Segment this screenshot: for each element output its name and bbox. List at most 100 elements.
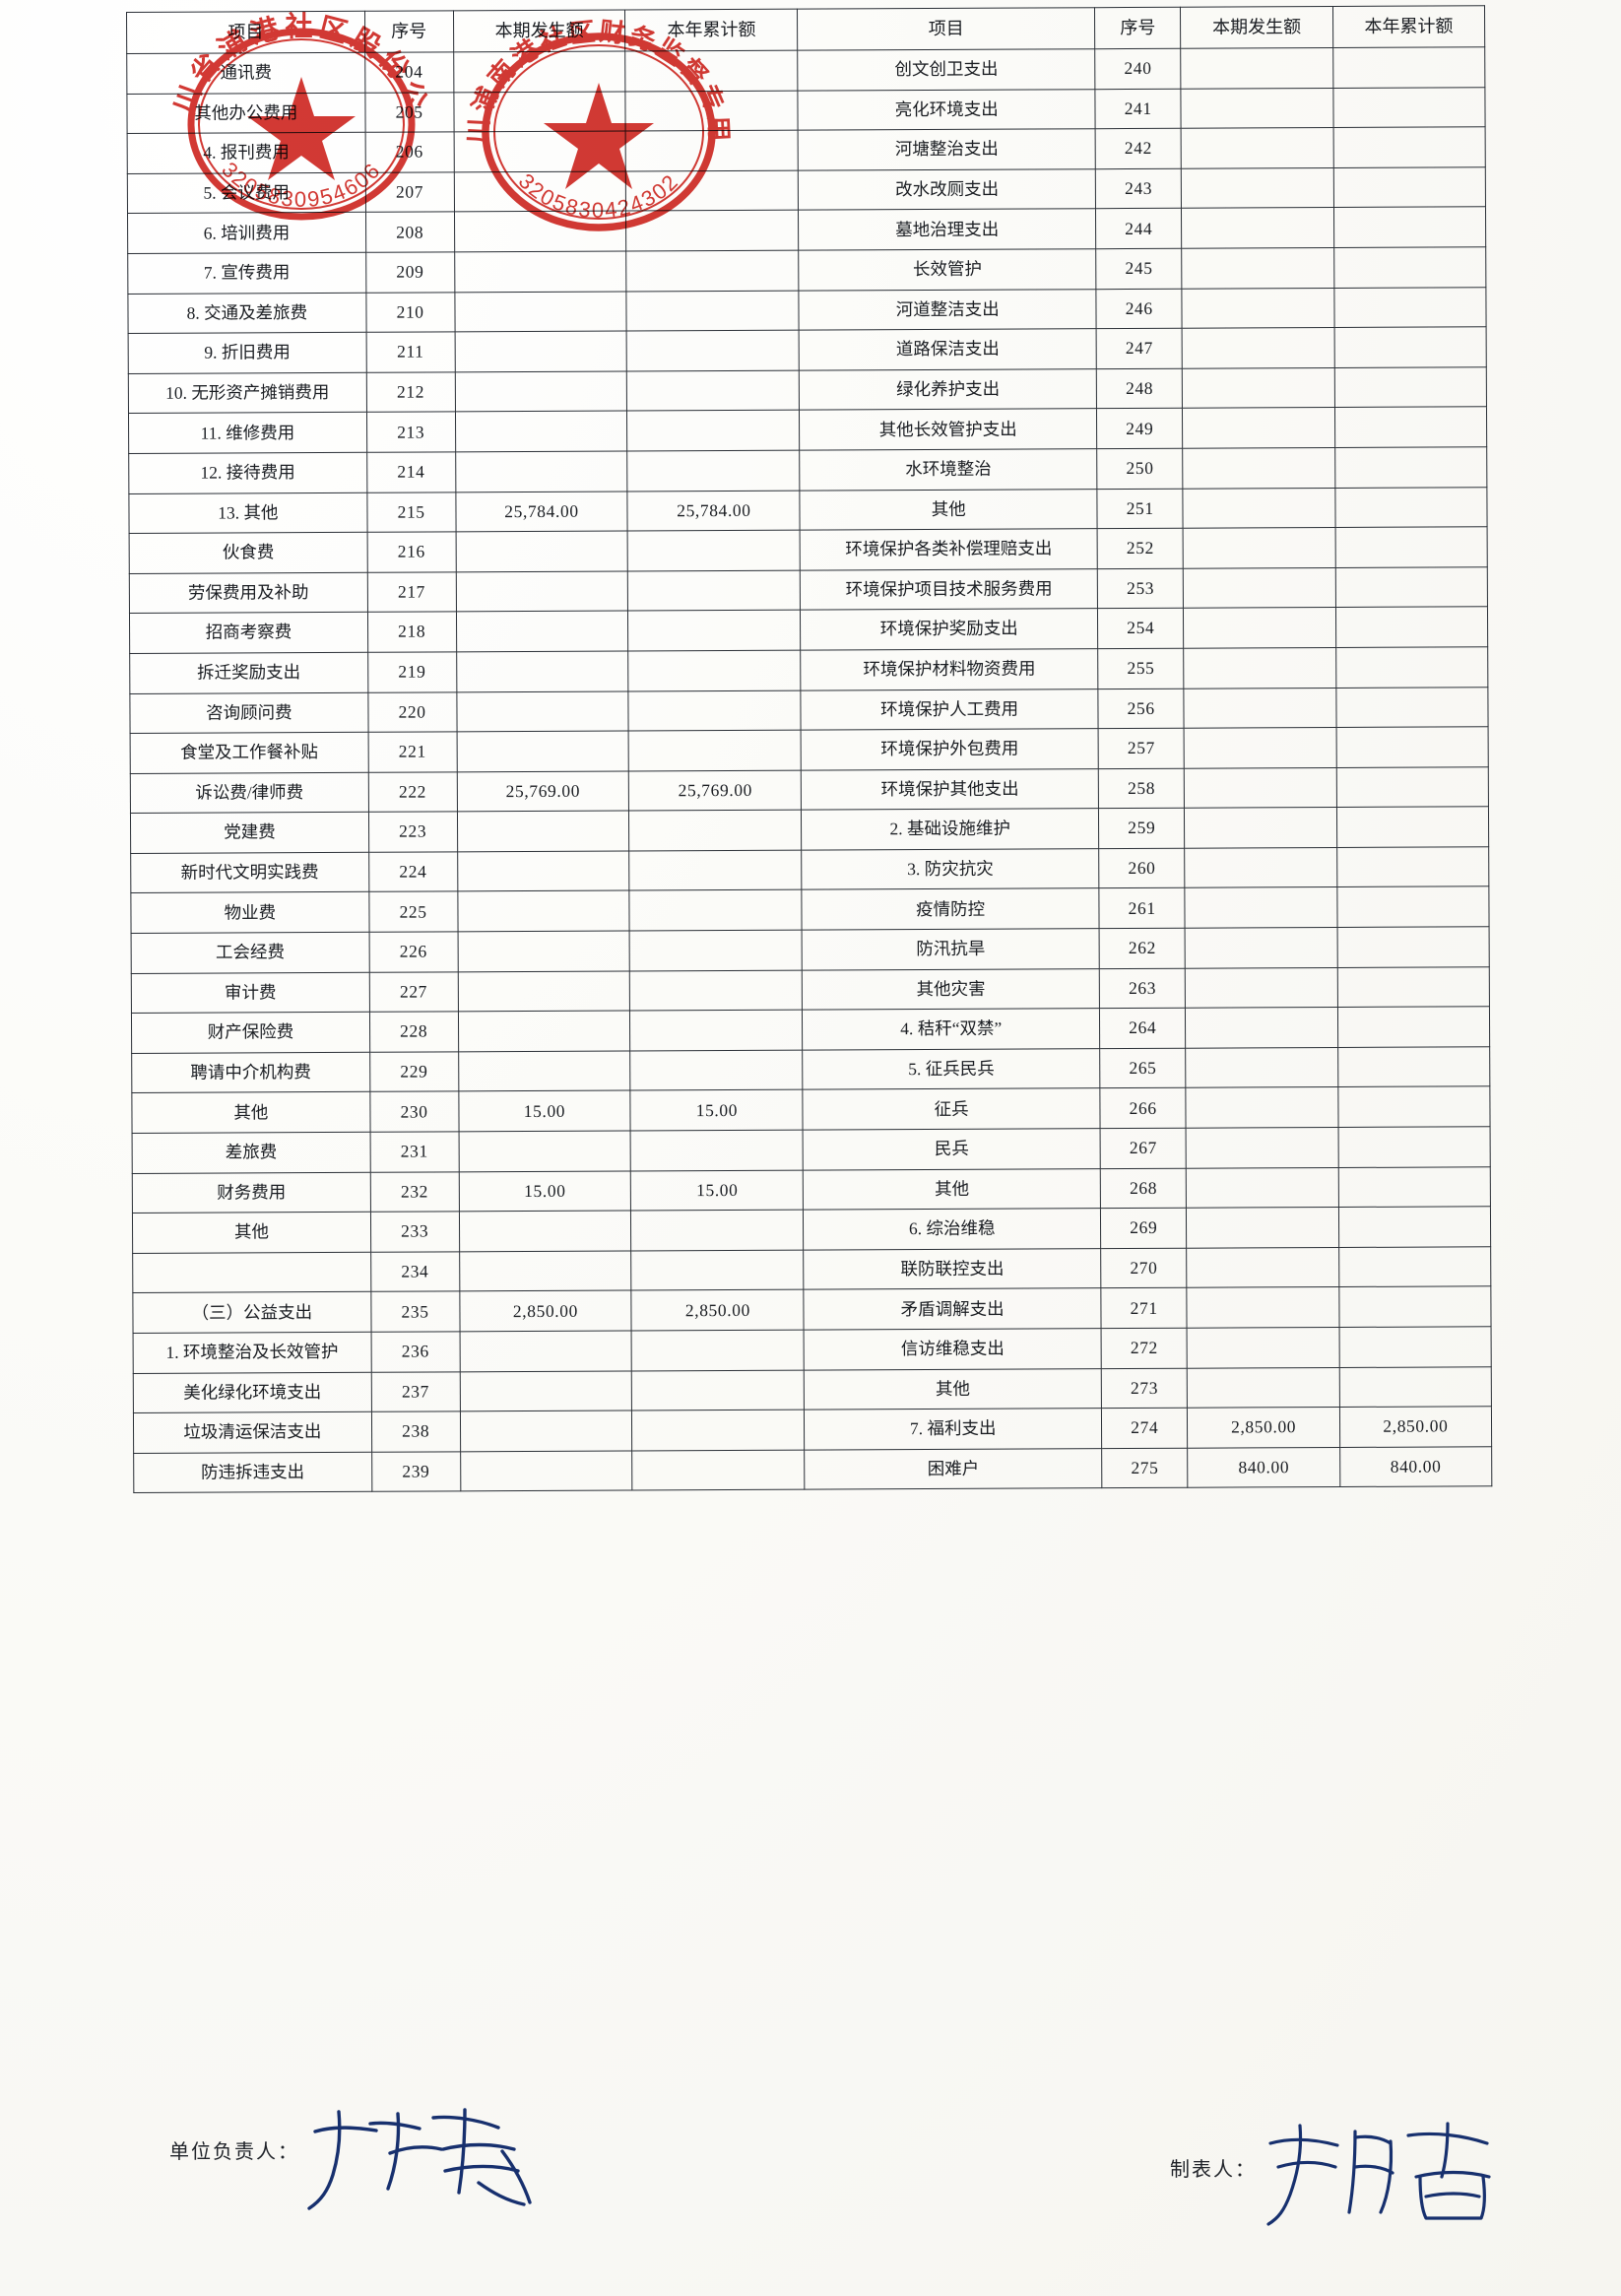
table-row: 其他办公费用 205 亮化环境支出 241	[126, 87, 1486, 134]
left-item-no: 226	[368, 931, 458, 972]
left-item-no: 231	[369, 1131, 459, 1172]
right-ytd-amount	[1336, 886, 1490, 928]
table-row: 招商考察费 218 环境保护奖励支出 254	[129, 607, 1488, 654]
right-ytd-amount	[1333, 366, 1487, 408]
header-item-left: 项目	[126, 11, 365, 54]
table-row: 6. 培训费用 208 墓地治理支出 244	[127, 207, 1486, 254]
left-item-label: 咨询顾问费	[129, 691, 368, 734]
right-item-no: 240	[1094, 48, 1182, 90]
right-current-amount	[1185, 967, 1338, 1009]
left-item-label: 招商考察费	[129, 612, 368, 654]
header-ytd-right: 本年累计额	[1332, 5, 1485, 48]
left-current-amount	[456, 650, 629, 692]
left-current-amount	[457, 970, 630, 1013]
left-item-no: 239	[371, 1451, 461, 1492]
left-item-no: 225	[368, 891, 458, 933]
left-item-no: 221	[367, 731, 457, 772]
right-item-label: 矛盾调解支出	[804, 1288, 1102, 1331]
left-current-amount	[457, 890, 630, 932]
left-item-no: 234	[370, 1251, 460, 1292]
table-row: 审计费 227 其他灾害 263	[131, 966, 1490, 1014]
right-item-label: 亮化环境支出	[798, 89, 1096, 131]
right-item-label: 3. 防灾抗灾	[802, 848, 1099, 890]
right-item-label: 环境保护项目技术服务费用	[800, 568, 1098, 611]
left-ytd-amount	[631, 1369, 805, 1411]
left-item-label: 伙食费	[129, 532, 368, 574]
right-item-no: 250	[1096, 448, 1184, 490]
right-item-no: 241	[1094, 88, 1182, 129]
expenditure-ledger-table: 项目 序号 本期发生额 本年累计额 项目 序号 本期发生额 本年累计额 通讯费 2…	[126, 5, 1492, 1493]
left-item-label: 垃圾清运保洁支出	[133, 1411, 372, 1454]
right-item-label: 改水改厕支出	[798, 168, 1096, 211]
right-item-no: 269	[1100, 1208, 1188, 1249]
table-row: 伙食费 216 环境保护各类补偿理赔支出 252	[129, 526, 1488, 574]
right-ytd-amount	[1335, 726, 1489, 768]
table-row: 12. 接待费用 214 水环境整治 250	[128, 446, 1487, 494]
right-item-no: 253	[1097, 567, 1184, 609]
left-item-no: 215	[366, 492, 456, 533]
left-ytd-amount	[629, 1010, 804, 1051]
left-ytd-amount	[628, 650, 802, 691]
left-item-no: 216	[366, 531, 456, 573]
right-current-amount	[1181, 47, 1333, 89]
left-item-no: 222	[367, 771, 457, 813]
table-row: 财产保险费 228 4. 秸秆“双禁” 264	[131, 1006, 1490, 1054]
table-row: （三）公益支出 235 2,850.00 2,850.00 矛盾调解支出 271	[132, 1286, 1492, 1334]
left-current-amount	[454, 250, 627, 293]
right-item-label: 河道整洁支出	[799, 289, 1097, 331]
right-item-no: 246	[1095, 288, 1183, 329]
table-row: 美化绿化环境支出 237 其他 273	[133, 1366, 1492, 1413]
right-item-no: 259	[1098, 808, 1186, 849]
right-current-amount	[1184, 727, 1336, 768]
right-item-no: 257	[1098, 728, 1185, 769]
right-item-label: 其他	[804, 1368, 1102, 1410]
left-ytd-amount	[626, 290, 800, 332]
header-current-right: 本期发生额	[1180, 6, 1333, 49]
right-current-amount	[1182, 407, 1335, 449]
left-item-label: 财产保险费	[131, 1012, 370, 1054]
left-item-no: 236	[370, 1331, 460, 1372]
right-item-label: 道路保洁支出	[799, 328, 1097, 370]
right-current-amount	[1182, 288, 1334, 329]
right-item-label: 环境保护奖励支出	[800, 608, 1098, 651]
left-item-label: 1. 环境整治及长效管护	[133, 1332, 371, 1374]
right-item-no: 242	[1095, 128, 1182, 169]
left-item-no: 214	[366, 451, 456, 492]
right-ytd-amount	[1338, 1326, 1492, 1368]
left-item-no: 233	[370, 1212, 460, 1253]
left-ytd-amount	[629, 889, 803, 932]
left-item-no: 206	[364, 132, 454, 173]
right-current-amount	[1187, 1327, 1339, 1368]
table-row: 8. 交通及差旅费 210 河道整洁支出 246	[127, 287, 1487, 334]
left-current-amount	[457, 1011, 631, 1052]
left-current-amount: 15.00	[458, 1090, 631, 1132]
left-current-amount	[459, 1331, 632, 1372]
left-ytd-amount: 25,769.00	[628, 769, 802, 812]
right-item-label: 困难户	[805, 1448, 1102, 1490]
left-item-no: 209	[365, 251, 455, 293]
right-current-amount	[1184, 647, 1336, 689]
right-current-amount	[1183, 527, 1335, 568]
table-row: 1. 环境整治及长效管护 236 信访维稳支出 272	[133, 1326, 1492, 1374]
ledger-body: 通讯费 204 创文创卫支出 240 其他办公费用 205 亮化环境支出 241 4. 报刊费用…	[126, 46, 1492, 1493]
left-current-amount	[456, 811, 630, 852]
left-item-no: 213	[366, 412, 456, 453]
right-item-label: 绿化养护支出	[799, 368, 1097, 411]
left-item-label: 其他办公费用	[126, 92, 365, 134]
right-ytd-amount	[1338, 1286, 1492, 1328]
table-row: 4. 报刊费用 206 河塘整治支出 242	[127, 126, 1486, 174]
right-item-no: 258	[1098, 767, 1185, 809]
right-item-no: 243	[1095, 168, 1182, 210]
right-current-amount	[1184, 767, 1337, 809]
right-ytd-amount	[1332, 87, 1486, 128]
right-item-no: 274	[1101, 1408, 1189, 1449]
right-current-amount	[1183, 447, 1335, 489]
table-row: 11. 维修费用 213 其他长效管护支出 249	[128, 407, 1487, 454]
left-current-amount	[454, 291, 627, 333]
right-item-no: 268	[1100, 1167, 1187, 1209]
unit-head-label: 单位负责人：	[169, 2141, 299, 2163]
left-item-label: 其他	[131, 1091, 370, 1134]
right-current-amount	[1186, 1127, 1338, 1168]
right-item-label: 环境保护各类补偿理赔支出	[800, 528, 1098, 570]
left-ytd-amount: 2,850.00	[631, 1289, 805, 1332]
